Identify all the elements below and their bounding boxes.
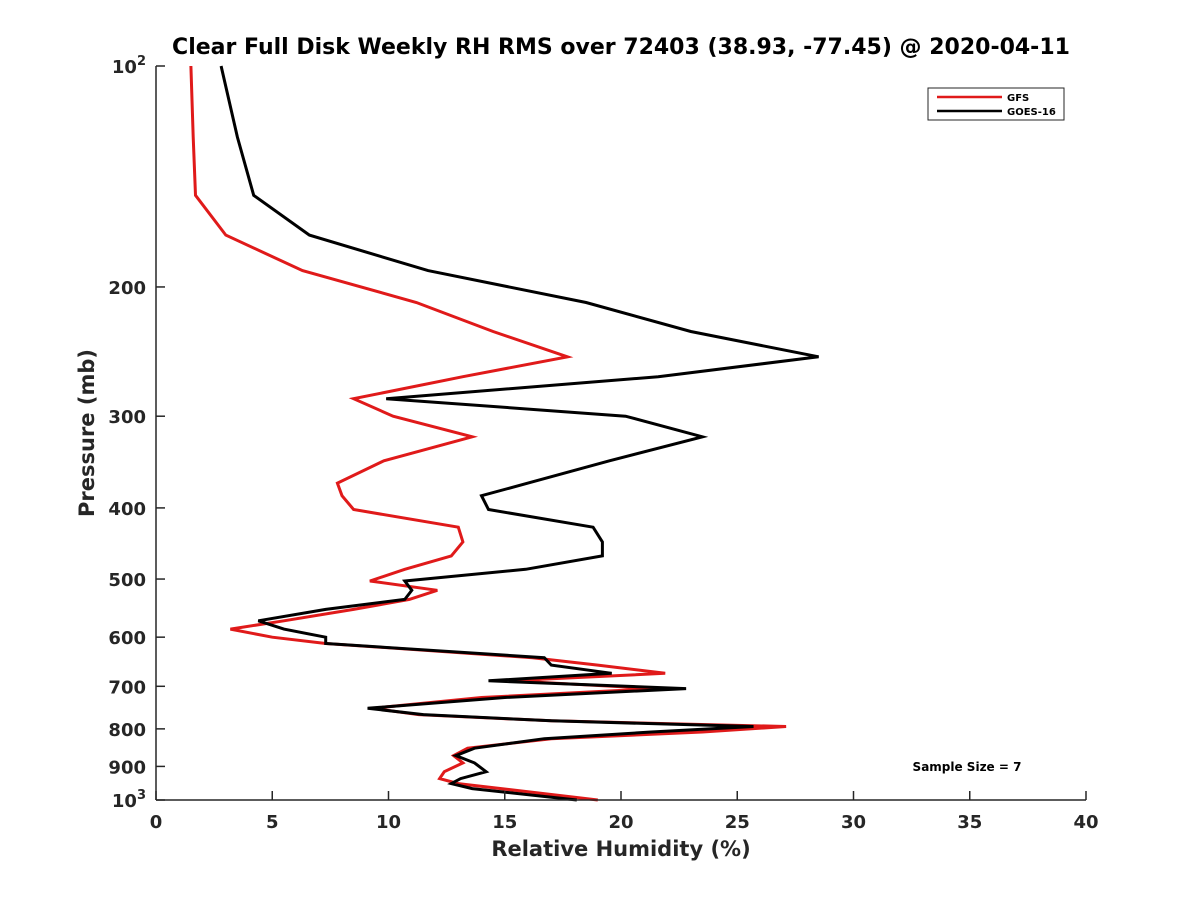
y-tick-label: 300 <box>108 407 146 428</box>
y-tick-label: 900 <box>108 757 146 778</box>
x-tick-label: 25 <box>725 812 750 833</box>
x-tick-label: 30 <box>841 812 866 833</box>
y-tick-label: 800 <box>108 720 146 741</box>
y-tick-label: 700 <box>108 677 146 698</box>
series-line-gfs <box>189 65 787 802</box>
y-tick-label: 102 <box>112 54 146 78</box>
y-tick-label: 400 <box>108 499 146 520</box>
legend: GFS GOES-16 <box>927 87 1065 121</box>
series-layer <box>189 65 819 802</box>
sample-size-annotation: Sample Size = 7 <box>913 760 1022 774</box>
y-axis-label: Pressure (mb) <box>75 349 99 517</box>
legend-label-goes16: GOES-16 <box>1007 107 1056 118</box>
x-tick-label: 20 <box>608 812 633 833</box>
legend-label-gfs: GFS <box>1007 93 1029 104</box>
series-line-goes16 <box>219 65 819 802</box>
x-axis-label: Relative Humidity (%) <box>491 837 750 861</box>
x-tick-label: 15 <box>492 812 517 833</box>
x-tick-label: 40 <box>1073 812 1098 833</box>
y-tick-label: 500 <box>108 570 146 591</box>
y-tick-label: 200 <box>108 278 146 299</box>
x-tick-label: 5 <box>266 812 279 833</box>
y-ticks: 102 200 300 400 500 600 700 800 900 103 <box>108 54 165 812</box>
x-ticks: 0 5 10 15 20 25 30 35 40 <box>150 791 1099 833</box>
y-tick-label: 600 <box>108 628 146 649</box>
y-tick-label: 103 <box>112 788 146 812</box>
x-tick-label: 0 <box>150 812 163 833</box>
chart-title: Clear Full Disk Weekly RH RMS over 72403… <box>172 35 1070 60</box>
legend-box <box>927 87 1065 121</box>
x-tick-label: 10 <box>376 812 401 833</box>
x-tick-label: 35 <box>957 812 982 833</box>
